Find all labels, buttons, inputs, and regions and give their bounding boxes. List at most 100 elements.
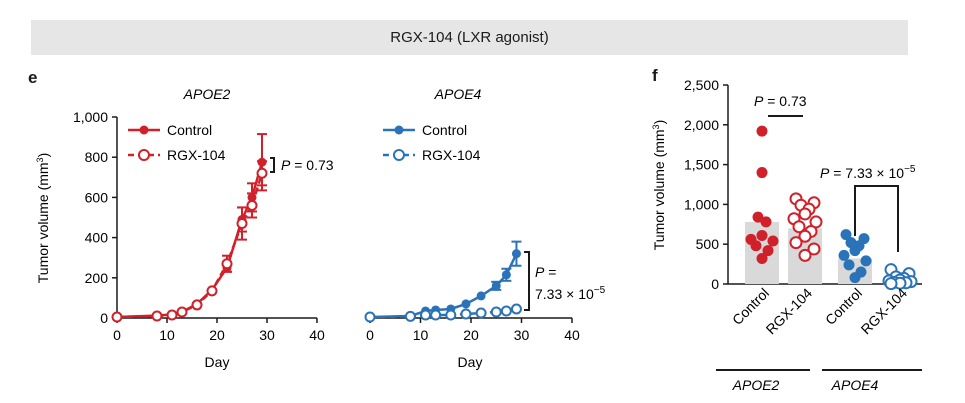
legend-label-control: Control <box>167 122 212 138</box>
data-point <box>760 216 772 228</box>
y-tick-label: 200 <box>85 270 109 286</box>
y-axis-label: Tumor volume (mm3) <box>651 120 667 251</box>
y-tick-label: 500 <box>696 236 720 252</box>
data-point <box>789 236 803 250</box>
data-point-rgx-104 <box>221 258 233 270</box>
x-tick-label: 30 <box>514 327 530 343</box>
data-point-rgx-104 <box>111 311 123 323</box>
p-value-apoe4: P = 7.33 × 10−5 <box>820 164 916 181</box>
data-point-control <box>511 249 521 259</box>
p-value-label: P = 0.73 <box>281 157 334 173</box>
data-point-rgx-104 <box>420 309 432 321</box>
data-point <box>756 167 768 179</box>
axes: 0 500 1,000 1,500 2,000 2,500 <box>684 77 922 292</box>
data-point-rgx-104 <box>256 167 268 179</box>
data-point-rgx-104 <box>445 309 457 321</box>
panel-label-e: e <box>28 68 38 87</box>
x-tick-label: RGX-104 <box>858 285 911 338</box>
chart-apoe4: APOE4 0 10 20 30 40 Day Control RGX-104 P = … <box>364 86 606 370</box>
legend: Control RGX-104 <box>128 122 226 163</box>
p-bracket-apoe4 <box>854 185 899 252</box>
x-tick-label: 20 <box>463 327 479 343</box>
data-point <box>798 248 812 262</box>
p-value-label-line2: 7.33 × 10−5 <box>535 285 606 302</box>
chart-title: APOE2 <box>183 86 231 102</box>
y-tick-label: 2,000 <box>684 117 719 133</box>
p-bracket <box>524 251 530 311</box>
data-point <box>807 242 821 256</box>
data-point <box>884 277 898 291</box>
data-point-rgx-104 <box>500 305 512 317</box>
y-tick-label: 400 <box>85 230 109 246</box>
x-tick-label: Control <box>822 285 865 328</box>
x-tick-label: RGX-104 <box>763 285 816 338</box>
x-axis-label: Day <box>205 354 230 370</box>
data-point-rgx-104 <box>236 218 248 230</box>
x-tick-label: 20 <box>209 327 225 343</box>
data-point-rgx-104 <box>475 307 487 319</box>
data-point <box>752 211 764 223</box>
data-point <box>756 229 768 241</box>
data-point-rgx-104 <box>166 309 178 321</box>
y-tick-label: 1,000 <box>684 196 719 212</box>
data-point-control <box>461 299 471 309</box>
legend-marker-control <box>139 125 149 135</box>
y-tick-label: 0 <box>100 310 108 326</box>
data-point-rgx-104 <box>364 311 376 323</box>
y-tick-label: 800 <box>85 149 109 165</box>
y-axis-label: Tumor volume (mm3) <box>35 153 51 284</box>
legend-marker-rgx <box>393 149 405 161</box>
legend-marker-control <box>394 125 404 135</box>
y-tick-label: 1,000 <box>73 109 108 125</box>
data-point-rgx-104 <box>191 299 203 311</box>
chart-panel-f: 0 500 1,000 1,500 2,000 2,500 Tumor volume (m… <box>651 77 922 393</box>
x-tick-label: 40 <box>309 327 325 343</box>
legend-label-rgx: RGX-104 <box>422 147 481 163</box>
condition-banner: RGX-104 (LXR agonist) <box>31 20 908 55</box>
x-tick-label: 0 <box>366 327 374 343</box>
series-line-rgx-104 <box>116 172 264 319</box>
points <box>745 125 918 291</box>
data-point <box>838 249 850 261</box>
banner-title: RGX-104 (LXR agonist) <box>390 29 549 46</box>
y-tick-label: 0 <box>711 276 719 292</box>
p-value-apoe2: P = 0.73 <box>754 93 807 109</box>
data-point <box>756 253 768 265</box>
data-point <box>860 255 872 267</box>
x-tick-label: 40 <box>564 327 580 343</box>
y-tick-label: 1,500 <box>684 157 719 173</box>
data-point <box>849 245 861 257</box>
data-point-control <box>476 291 486 301</box>
data-point <box>843 259 855 271</box>
chart-title: APOE4 <box>434 86 482 102</box>
data-point <box>756 125 768 137</box>
data-point-rgx-104 <box>151 310 163 322</box>
data-point <box>840 229 852 241</box>
data-point-rgx-104 <box>206 285 218 297</box>
plot-area <box>364 240 522 323</box>
data-point <box>762 245 774 257</box>
data-point-rgx-104 <box>404 310 416 322</box>
data-point <box>767 235 779 247</box>
data-point-rgx-104 <box>460 308 472 320</box>
axes: 0 10 20 30 40 <box>366 317 580 343</box>
legend: Control RGX-104 <box>383 122 481 163</box>
p-value-label-line1: P = <box>535 264 556 280</box>
data-point-rgx-104 <box>510 303 522 315</box>
x-tick-label: 0 <box>113 327 121 343</box>
data-point <box>750 240 762 252</box>
legend-label-control: Control <box>422 122 467 138</box>
data-point-control <box>491 281 501 291</box>
y-tick-label: 600 <box>85 189 109 205</box>
plot-area <box>111 133 268 323</box>
x-tick-label: 30 <box>259 327 275 343</box>
p-bracket <box>270 157 275 173</box>
legend-marker-rgx <box>138 149 150 161</box>
y-tick-label: 2,500 <box>684 77 719 93</box>
data-point <box>792 220 806 234</box>
x-tick-label: 10 <box>159 327 175 343</box>
